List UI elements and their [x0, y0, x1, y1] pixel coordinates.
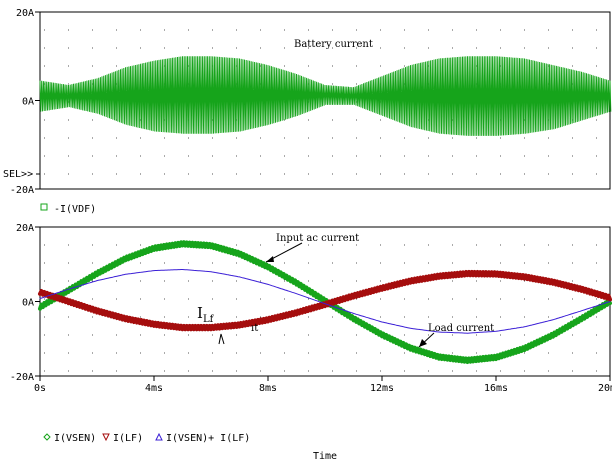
bottom-series — [38, 240, 612, 364]
series-vdf-line — [39, 56, 612, 136]
legend-lf-label: I(LF) — [113, 433, 143, 444]
legend-vdf-marker-icon — [40, 203, 48, 211]
legend-lf-marker-icon — [102, 433, 110, 442]
top-y-tick-label: -20A — [10, 185, 34, 196]
legend-vsen-label: I(VSEN) — [54, 433, 96, 444]
bottom-y-tick-label: 0A — [22, 298, 34, 309]
legend-sum-label: I(VSEN)+ I(LF) — [166, 433, 250, 444]
bottom-legend: I(VSEN) I(LF) I(VSEN)+ I(LF) — [43, 432, 250, 444]
series-sum-line — [39, 269, 611, 334]
top-y-tick-label: 20A — [16, 8, 34, 19]
bottom-y-tick-label: 20A — [16, 223, 34, 234]
x-axis: 0s 4ms 8ms 12ms 16ms 20ms — [34, 376, 612, 394]
legend-vsen-marker-icon — [43, 433, 51, 441]
annotation-load-current: Load current — [428, 323, 494, 334]
annotation-ilf-main: ILf — [197, 304, 215, 325]
x-tick-label: 8ms — [259, 383, 277, 394]
battery-current-band — [39, 56, 612, 136]
bottom-y-axis: 20A 0A -20A — [10, 223, 40, 383]
annotation-input-ac-current: Input ac current — [276, 233, 359, 244]
x-axis-title: Time — [313, 451, 337, 462]
x-tick-label: 20ms — [598, 383, 612, 394]
x-tick-label: 4ms — [145, 383, 163, 394]
selector-label: SEL>> — [3, 169, 33, 180]
annotation-ilf-arrow-icon — [218, 333, 225, 345]
series-lf-line — [38, 269, 612, 332]
annotation-input-arrowhead-icon — [266, 256, 274, 262]
annotation-battery-current: Battery current — [294, 39, 373, 50]
x-tick-label: 16ms — [484, 383, 508, 394]
legend-sum-marker-icon — [155, 432, 163, 441]
top-y-tick-label: 0A — [22, 97, 34, 108]
annotation-it-fragment: ıt — [251, 323, 258, 334]
x-tick-label: 12ms — [370, 383, 394, 394]
x-tick-label: 0s — [34, 383, 46, 394]
bottom-y-tick-label: -20A — [10, 372, 34, 383]
legend-vdf-label: -I(VDF) — [54, 204, 96, 215]
top-y-axis: 20A 0A -20A — [10, 8, 40, 196]
annotation-load-arrowhead-icon — [419, 339, 427, 347]
